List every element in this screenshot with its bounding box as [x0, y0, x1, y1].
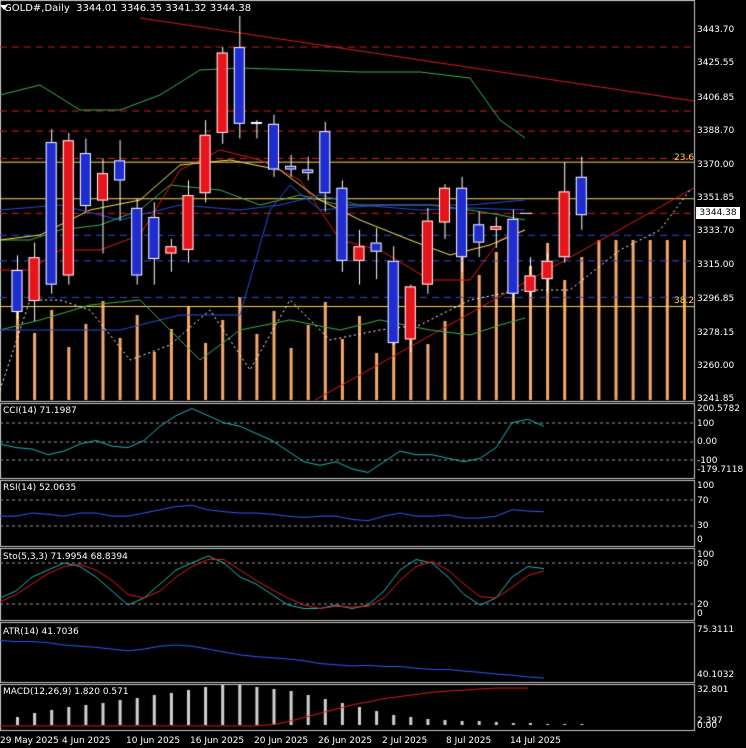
price-tick-label: 3370.00 — [697, 159, 735, 170]
cci-label: CCI(14) 71.1987 — [3, 406, 77, 416]
date-tick-label: 8 Jul 2025 — [446, 736, 492, 746]
rsi-tick: 0 — [697, 535, 703, 545]
chart-title: GOLD#,Daily 3344.01 3346.35 3341.32 3344… — [4, 3, 251, 14]
date-tick-label: 2 Jul 2025 — [382, 736, 428, 746]
rsi-label: RSI(14) 52.0635 — [3, 483, 77, 493]
rsi-tick: 30 — [697, 521, 709, 531]
macd-tick: 32.801 — [697, 685, 729, 695]
cci-tick: 0.00 — [697, 437, 718, 447]
price-tick-label: 3315.00 — [697, 260, 735, 271]
date-tick-label: 4 Jun 2025 — [62, 736, 111, 746]
price-tick-label: 3425.55 — [697, 58, 735, 69]
macd-label: MACD(12,26,9) 1.820 0.571 — [3, 687, 129, 697]
ohlc-values: 3344.01 3346.35 3341.32 3344.38 — [76, 3, 252, 14]
rsi-tick: 70 — [697, 496, 709, 506]
fib-label-23-6: 23.6 — [674, 153, 695, 163]
cci-tick: -179.7118 — [697, 465, 744, 475]
price-tick-label: 3443.70 — [697, 25, 735, 36]
price-tick-label: 3241.85 — [697, 394, 735, 404]
cci-tick: 200.5782 — [697, 404, 740, 414]
price-tick-label: 3333.70 — [697, 226, 735, 237]
price-tick-label: 3406.85 — [697, 92, 735, 103]
date-tick-label: 16 Jun 2025 — [190, 736, 245, 746]
macd-tick: 2.397 — [697, 716, 723, 726]
date-tick-label: 20 Jun 2025 — [254, 736, 309, 746]
cci-tick: -100 — [697, 456, 718, 466]
sto-tick: 20 — [697, 600, 709, 610]
atr-label: ATR(14) 41.7036 — [3, 627, 79, 637]
rsi-tick: 100 — [697, 481, 715, 491]
date-tick-label: 29 May 2025 — [0, 736, 59, 746]
price-tick-label: 3351.85 — [697, 193, 735, 203]
sto-tick: 100 — [697, 550, 715, 560]
atr-tick: 40.1032 — [697, 670, 735, 680]
current-price-box: 3344.38 — [696, 207, 740, 219]
price-tick-label: 3388.70 — [697, 125, 735, 136]
symbol-label: GOLD#,Daily — [4, 3, 70, 14]
price-tick-label: 3296.85 — [697, 293, 735, 304]
sto-tick: 0 — [697, 609, 703, 619]
sto-tick: 80 — [697, 559, 709, 569]
cci-tick: 100 — [697, 419, 715, 429]
macd-tick: 0.00 — [697, 721, 718, 731]
date-tick-label: 26 Jun 2025 — [318, 736, 373, 746]
chart-menu-arrow-icon[interactable] — [0, 5, 8, 10]
fib-label-38-2: 38.2 — [674, 296, 695, 306]
atr-tick: 75.3111 — [697, 625, 735, 635]
date-tick-label: 14 Jul 2025 — [510, 736, 561, 746]
stochastic-label: Sto(5,3,3) 71.9954 68.8394 — [3, 552, 128, 562]
price-tick-label: 3278.15 — [697, 327, 735, 338]
date-tick-label: 10 Jun 2025 — [126, 736, 181, 746]
price-tick-label: 3260.00 — [697, 360, 735, 371]
